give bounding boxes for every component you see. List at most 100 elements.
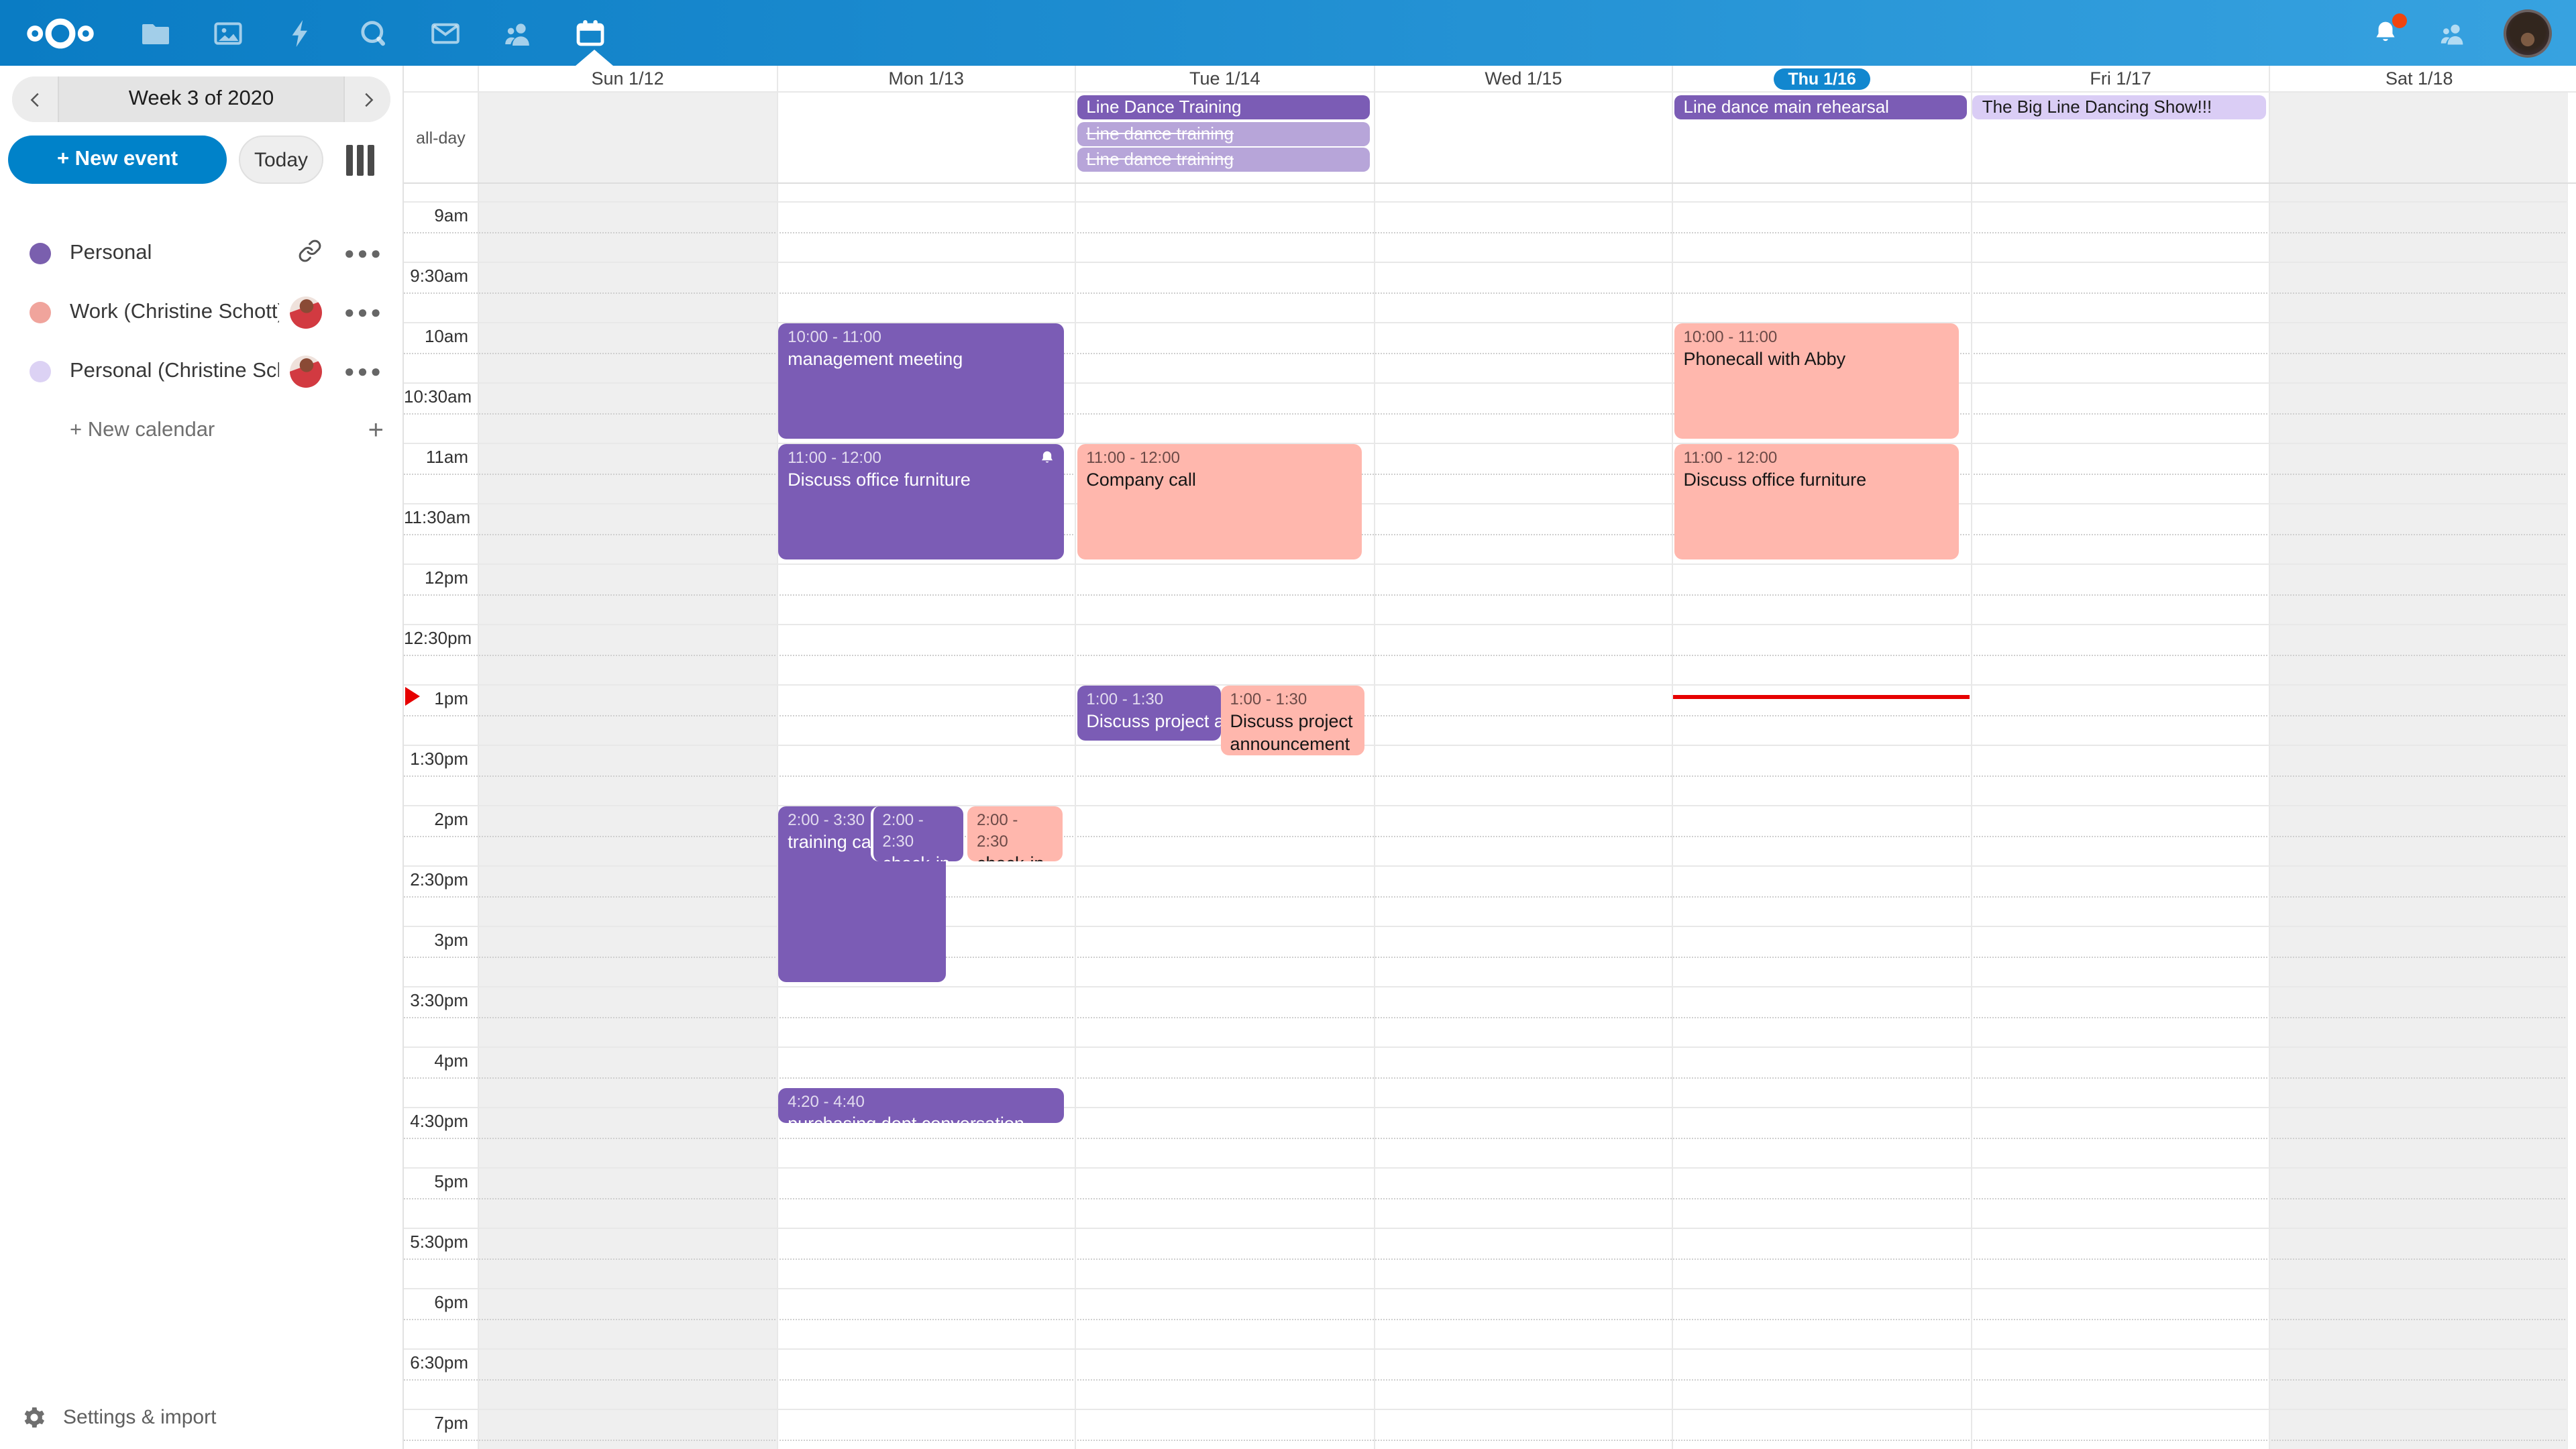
calendar-item-personal-christine[interactable]: Personal (Christine Scho... ●●●	[0, 342, 402, 401]
calendar-item-work-christine[interactable]: Work (Christine Schott) ●●●	[0, 283, 402, 342]
calendar-event[interactable]: 11:00 - 12:00 Discuss office furniture	[1674, 444, 1960, 559]
quarter-hour-line	[404, 232, 2568, 233]
allday-event[interactable]: The Big Line Dancing Show!!!	[1972, 95, 2266, 119]
calendar-event[interactable]: 11:00 - 12:00 Company call	[1077, 444, 1362, 559]
new-event-button[interactable]: + New event	[8, 136, 227, 184]
day-header-sat-1-18: Sat 1/18	[2269, 66, 2568, 91]
day-header-wed-1-15: Wed 1/15	[1373, 66, 1672, 91]
top-navbar	[0, 0, 2576, 66]
grid-row[interactable]	[404, 443, 2568, 503]
talk-icon[interactable]	[354, 15, 390, 51]
calendar-event[interactable]: 1:00 - 1:30 Discuss project announcement	[1077, 686, 1221, 741]
grid-row[interactable]	[404, 201, 2568, 262]
grid-row[interactable]	[404, 1167, 2568, 1228]
scrollbar-gutter[interactable]	[2567, 184, 2576, 1449]
share-link-icon[interactable]	[299, 238, 323, 269]
time-gutter-label: 11:30am	[404, 507, 471, 527]
nextcloud-logo[interactable]	[19, 14, 102, 52]
grid-row[interactable]	[404, 926, 2568, 986]
grid-row[interactable]	[404, 564, 2568, 624]
quarter-hour-line	[404, 775, 2568, 777]
quarter-hour-line	[404, 957, 2568, 958]
grid-row[interactable]	[404, 262, 2568, 322]
files-icon[interactable]	[137, 15, 173, 51]
allday-event[interactable]: Line Dance Training	[1077, 95, 1371, 119]
grid-row[interactable]	[404, 1409, 2568, 1449]
calendar-event[interactable]: 1:00 - 1:30 Discuss project announcement	[1220, 686, 1364, 755]
time-gutter-label: 1pm	[434, 688, 468, 708]
time-gutter-label: 3:30pm	[410, 990, 468, 1010]
navbar-app-launcher	[0, 14, 608, 52]
calendar-actions-menu-icon[interactable]: ●●●	[343, 243, 384, 263]
column-border	[2269, 184, 2271, 1449]
allday-slot[interactable]	[2269, 93, 2568, 182]
grid-row[interactable]	[404, 1107, 2568, 1167]
grid-row[interactable]	[404, 805, 2568, 865]
grid-row[interactable]	[404, 503, 2568, 564]
event-title: Company call	[1086, 470, 1196, 490]
calendar-icon[interactable]	[572, 15, 608, 51]
current-time-arrow-icon	[405, 687, 420, 706]
allday-slot[interactable]	[478, 93, 777, 182]
allday-slot[interactable]	[776, 93, 1075, 182]
activity-icon[interactable]	[282, 15, 318, 51]
photos-icon[interactable]	[209, 15, 246, 51]
contacts-menu-icon[interactable]	[2436, 17, 2469, 49]
sidebar-buttons: + New event Today	[8, 136, 394, 184]
grid-row[interactable]	[404, 382, 2568, 443]
time-gutter-label: 2:30pm	[410, 869, 468, 890]
calendar-item-personal[interactable]: Personal ●●●	[0, 224, 402, 283]
contacts-icon[interactable]	[499, 15, 535, 51]
user-avatar[interactable]	[2504, 9, 2552, 57]
calendar-event[interactable]: 11:00 - 12:00 Discuss office furniture	[778, 444, 1064, 559]
previous-week-button[interactable]	[12, 76, 58, 122]
grid-row[interactable]	[404, 322, 2568, 382]
calendar-event[interactable]: 4:20 - 4:40purchasing dept conversation	[778, 1087, 1064, 1124]
view-switcher-icon[interactable]	[346, 144, 374, 175]
allday-slot[interactable]	[1075, 93, 1373, 182]
day-header-label: Tue 1/14	[1189, 68, 1260, 89]
calendar-event[interactable]: 2:00 - 2:30check-in	[967, 806, 1063, 861]
active-app-indicator	[576, 50, 613, 66]
today-date-pill: Thu 1/16	[1773, 68, 1871, 89]
grid-row[interactable]	[404, 624, 2568, 684]
allday-event[interactable]: Line dance training	[1077, 148, 1371, 172]
day-header-fri-1-17: Fri 1/17	[1970, 66, 2269, 91]
main-layout: Week 3 of 2020 + New event Today Persona…	[0, 66, 2576, 1449]
grid-row[interactable]	[404, 1228, 2568, 1288]
allday-slot[interactable]	[1672, 93, 1971, 182]
calendar-actions-menu-icon[interactable]: ●●●	[343, 361, 384, 381]
calendar-event[interactable]: 10:00 - 11:00 Phonecall with Abby	[1674, 323, 1960, 439]
allday-event[interactable]: Line dance main rehearsal	[1674, 95, 1968, 119]
week-grid[interactable]: 9am 9:30am 10am 10:30am 11am 11:30am 12pm 12:30…	[404, 184, 2576, 1449]
quarter-hour-line	[404, 1258, 2568, 1260]
quarter-hour-line	[404, 1017, 2568, 1018]
today-button[interactable]: Today	[239, 136, 323, 184]
event-time: 1:00 - 1:30	[1230, 690, 1307, 708]
new-calendar-button[interactable]: + New calendar +	[0, 401, 402, 460]
grid-row[interactable]	[404, 1046, 2568, 1107]
calendar-event[interactable]: 2:00 - 2:30check-in	[870, 806, 963, 861]
notifications-bell-icon[interactable]	[2369, 13, 2407, 49]
calendar-actions-menu-icon[interactable]: ●●●	[343, 302, 384, 322]
event-time: 11:00 - 12:00	[788, 448, 881, 467]
grid-row[interactable]	[404, 684, 2568, 745]
grid-row[interactable]	[404, 1288, 2568, 1348]
allday-slot[interactable]	[1373, 93, 1672, 182]
event-time: 2:00 - 2:30	[977, 810, 1018, 851]
week-label[interactable]: Week 3 of 2020	[58, 76, 345, 122]
time-gutter-label: 12:30pm	[404, 628, 472, 648]
calendar-event[interactable]: 10:00 - 11:00 management meeting	[778, 323, 1064, 439]
event-time: 10:00 - 11:00	[1683, 327, 1778, 346]
grid-row[interactable]	[404, 745, 2568, 805]
weekend-column-shading	[2269, 184, 2568, 1449]
allday-slot[interactable]	[1970, 93, 2269, 182]
grid-row[interactable]	[404, 986, 2568, 1046]
next-week-button[interactable]	[345, 76, 390, 122]
mail-icon[interactable]	[427, 15, 463, 51]
grid-row[interactable]	[404, 1348, 2568, 1409]
grid-row[interactable]	[404, 865, 2568, 926]
allday-event[interactable]: Line dance training	[1077, 121, 1371, 146]
event-title: Discuss project announcement	[1086, 711, 1220, 731]
settings-import-button[interactable]: Settings & import	[0, 1405, 402, 1449]
